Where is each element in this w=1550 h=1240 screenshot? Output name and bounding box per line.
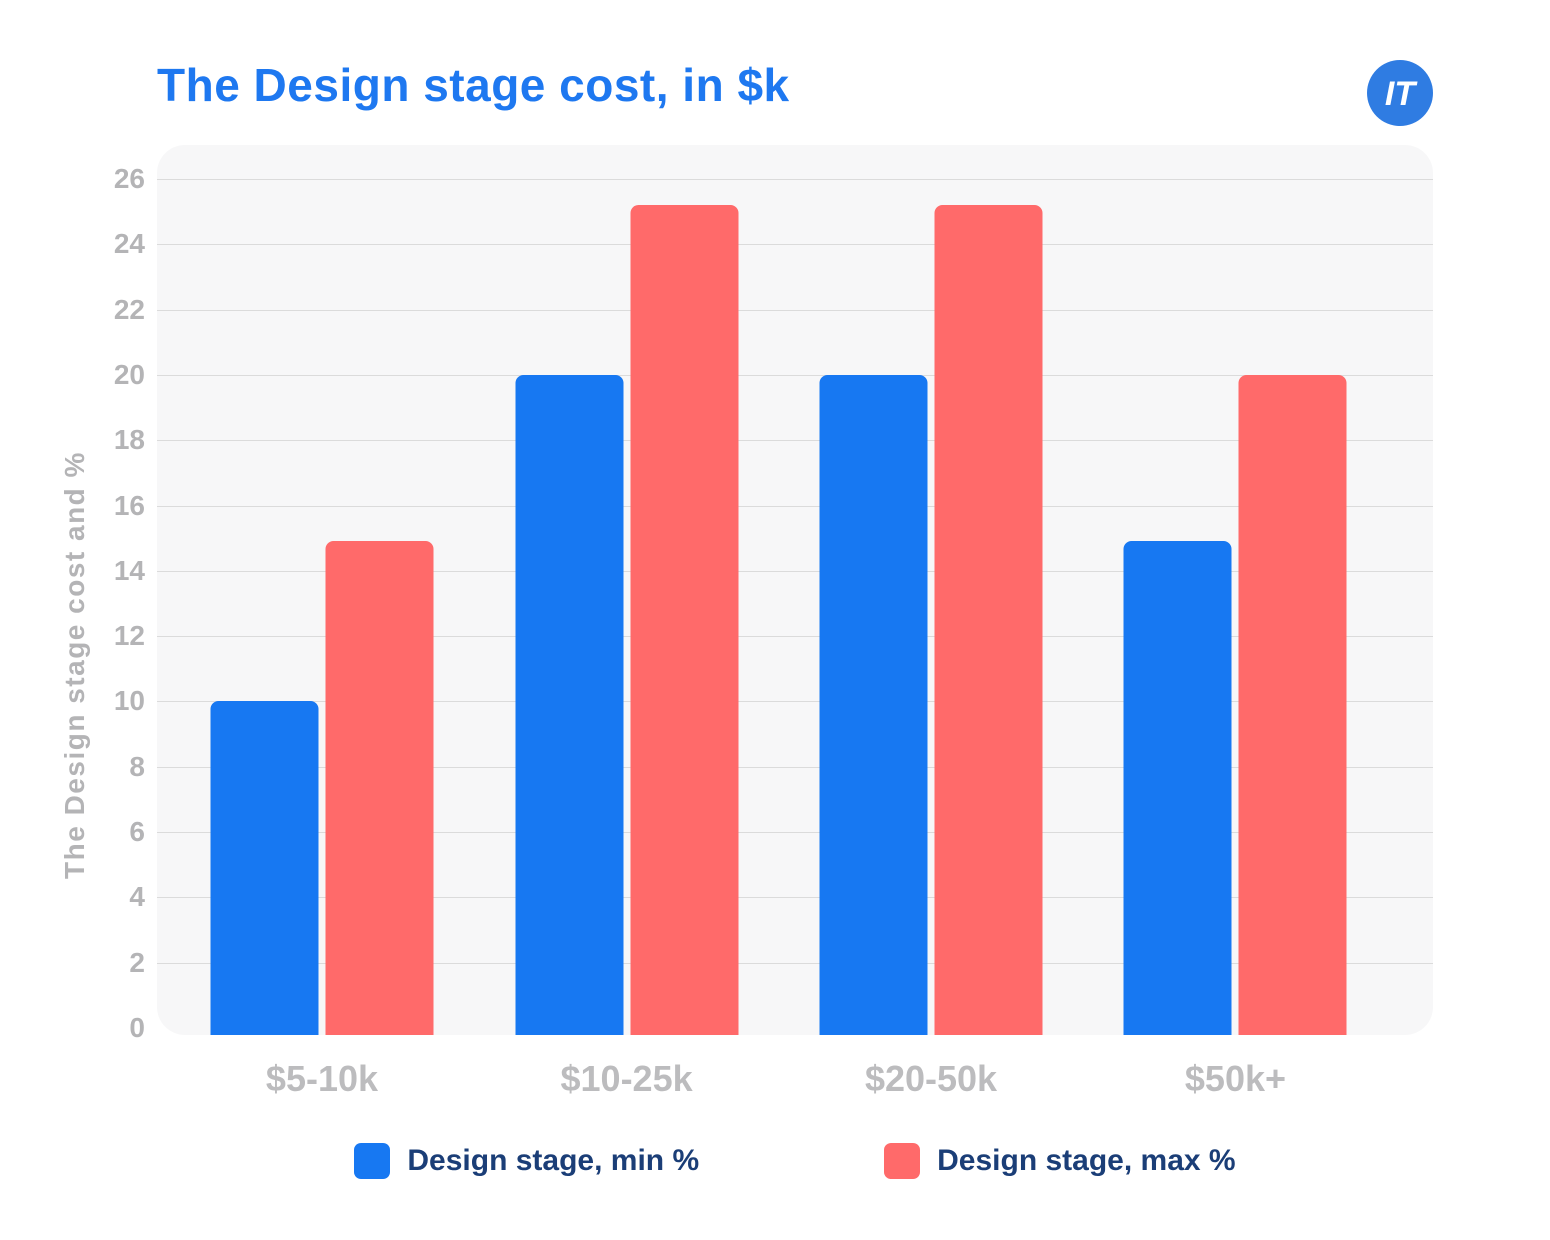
bar-group-$50k+ <box>1123 374 1347 1035</box>
bar-max-$5-10k <box>325 541 434 1035</box>
gridline-14 <box>157 570 1433 572</box>
chart-title: The Design stage cost, in $k <box>157 59 790 111</box>
bar-group-$10-25k <box>515 205 739 1035</box>
x-tick-label-$50k+: $50k+ <box>1184 1058 1287 1099</box>
y-tick-label-12: 12 <box>113 620 145 652</box>
y-tick-label-18: 18 <box>113 424 145 456</box>
bar-max-$20-50k <box>934 205 1043 1035</box>
bar-min-$20-50k <box>819 374 928 1035</box>
y-tick-label-0: 0 <box>129 1011 145 1043</box>
bar-min-$10-25k <box>515 374 624 1035</box>
x-tick-label-$5-10k: $5-10k <box>265 1058 379 1099</box>
gridline-6 <box>157 832 1433 833</box>
legend-swatch-max <box>884 1143 921 1179</box>
bar-group-$20-50k <box>819 205 1043 1035</box>
gridline-12 <box>157 636 1433 638</box>
plot-area <box>157 145 1433 1035</box>
y-tick-label-2: 2 <box>129 946 145 978</box>
y-tick-label-14: 14 <box>113 554 145 586</box>
y-tick-label-16: 16 <box>113 489 145 521</box>
legend-item-max: Design stage, max % <box>884 1143 1236 1179</box>
gridline-22 <box>157 309 1433 311</box>
chart-legend: Design stage, min % Design stage, max % <box>157 1143 1433 1179</box>
bar-min-$50k+ <box>1123 541 1232 1035</box>
y-tick-label-4: 4 <box>129 881 145 913</box>
gridline-2 <box>157 962 1433 964</box>
legend-label-max: Design stage, max % <box>937 1144 1236 1177</box>
bar-group-$5-10k <box>210 541 434 1035</box>
brand-logo-icon: IT <box>1367 60 1433 126</box>
x-tick-label-$10-25k: $10-25k <box>560 1058 693 1099</box>
brand-logo: IT <box>1367 60 1433 126</box>
legend-item-min: Design stage, min % <box>354 1143 699 1179</box>
bar-max-$50k+ <box>1238 374 1347 1035</box>
gridline-20 <box>157 374 1433 376</box>
legend-label-min: Design stage, min % <box>407 1144 700 1177</box>
bar-max-$10-25k <box>630 205 739 1035</box>
y-tick-label-20: 20 <box>113 358 145 390</box>
gridline-8 <box>157 766 1433 768</box>
x-axis-labels: $5-10k $10-25k $20-50k $50k+ <box>157 1058 1433 1110</box>
logo-glyph: IT <box>1385 75 1418 113</box>
y-tick-label-26: 26 <box>113 163 145 194</box>
y-tick-label-24: 24 <box>113 228 145 260</box>
y-tick-label-22: 22 <box>113 293 145 325</box>
y-axis-ticks: 0 2 4 6 8 10 12 14 16 18 20 22 24 26 <box>55 145 145 1043</box>
gridline-4 <box>157 897 1433 899</box>
legend-swatch-min <box>354 1143 391 1179</box>
gridline-18 <box>157 440 1433 442</box>
y-tick-label-8: 8 <box>129 750 145 782</box>
y-tick-label-6: 6 <box>129 816 145 847</box>
logo-circle <box>1367 60 1433 126</box>
y-tick-label-10: 10 <box>113 685 145 717</box>
x-tick-label-$20-50k: $20-50k <box>864 1058 998 1099</box>
gridline-26 <box>157 179 1433 180</box>
bar-min-$5-10k <box>210 701 319 1035</box>
gridline-10 <box>157 701 1433 703</box>
gridline-16 <box>157 505 1433 507</box>
gridline-24 <box>157 244 1433 246</box>
